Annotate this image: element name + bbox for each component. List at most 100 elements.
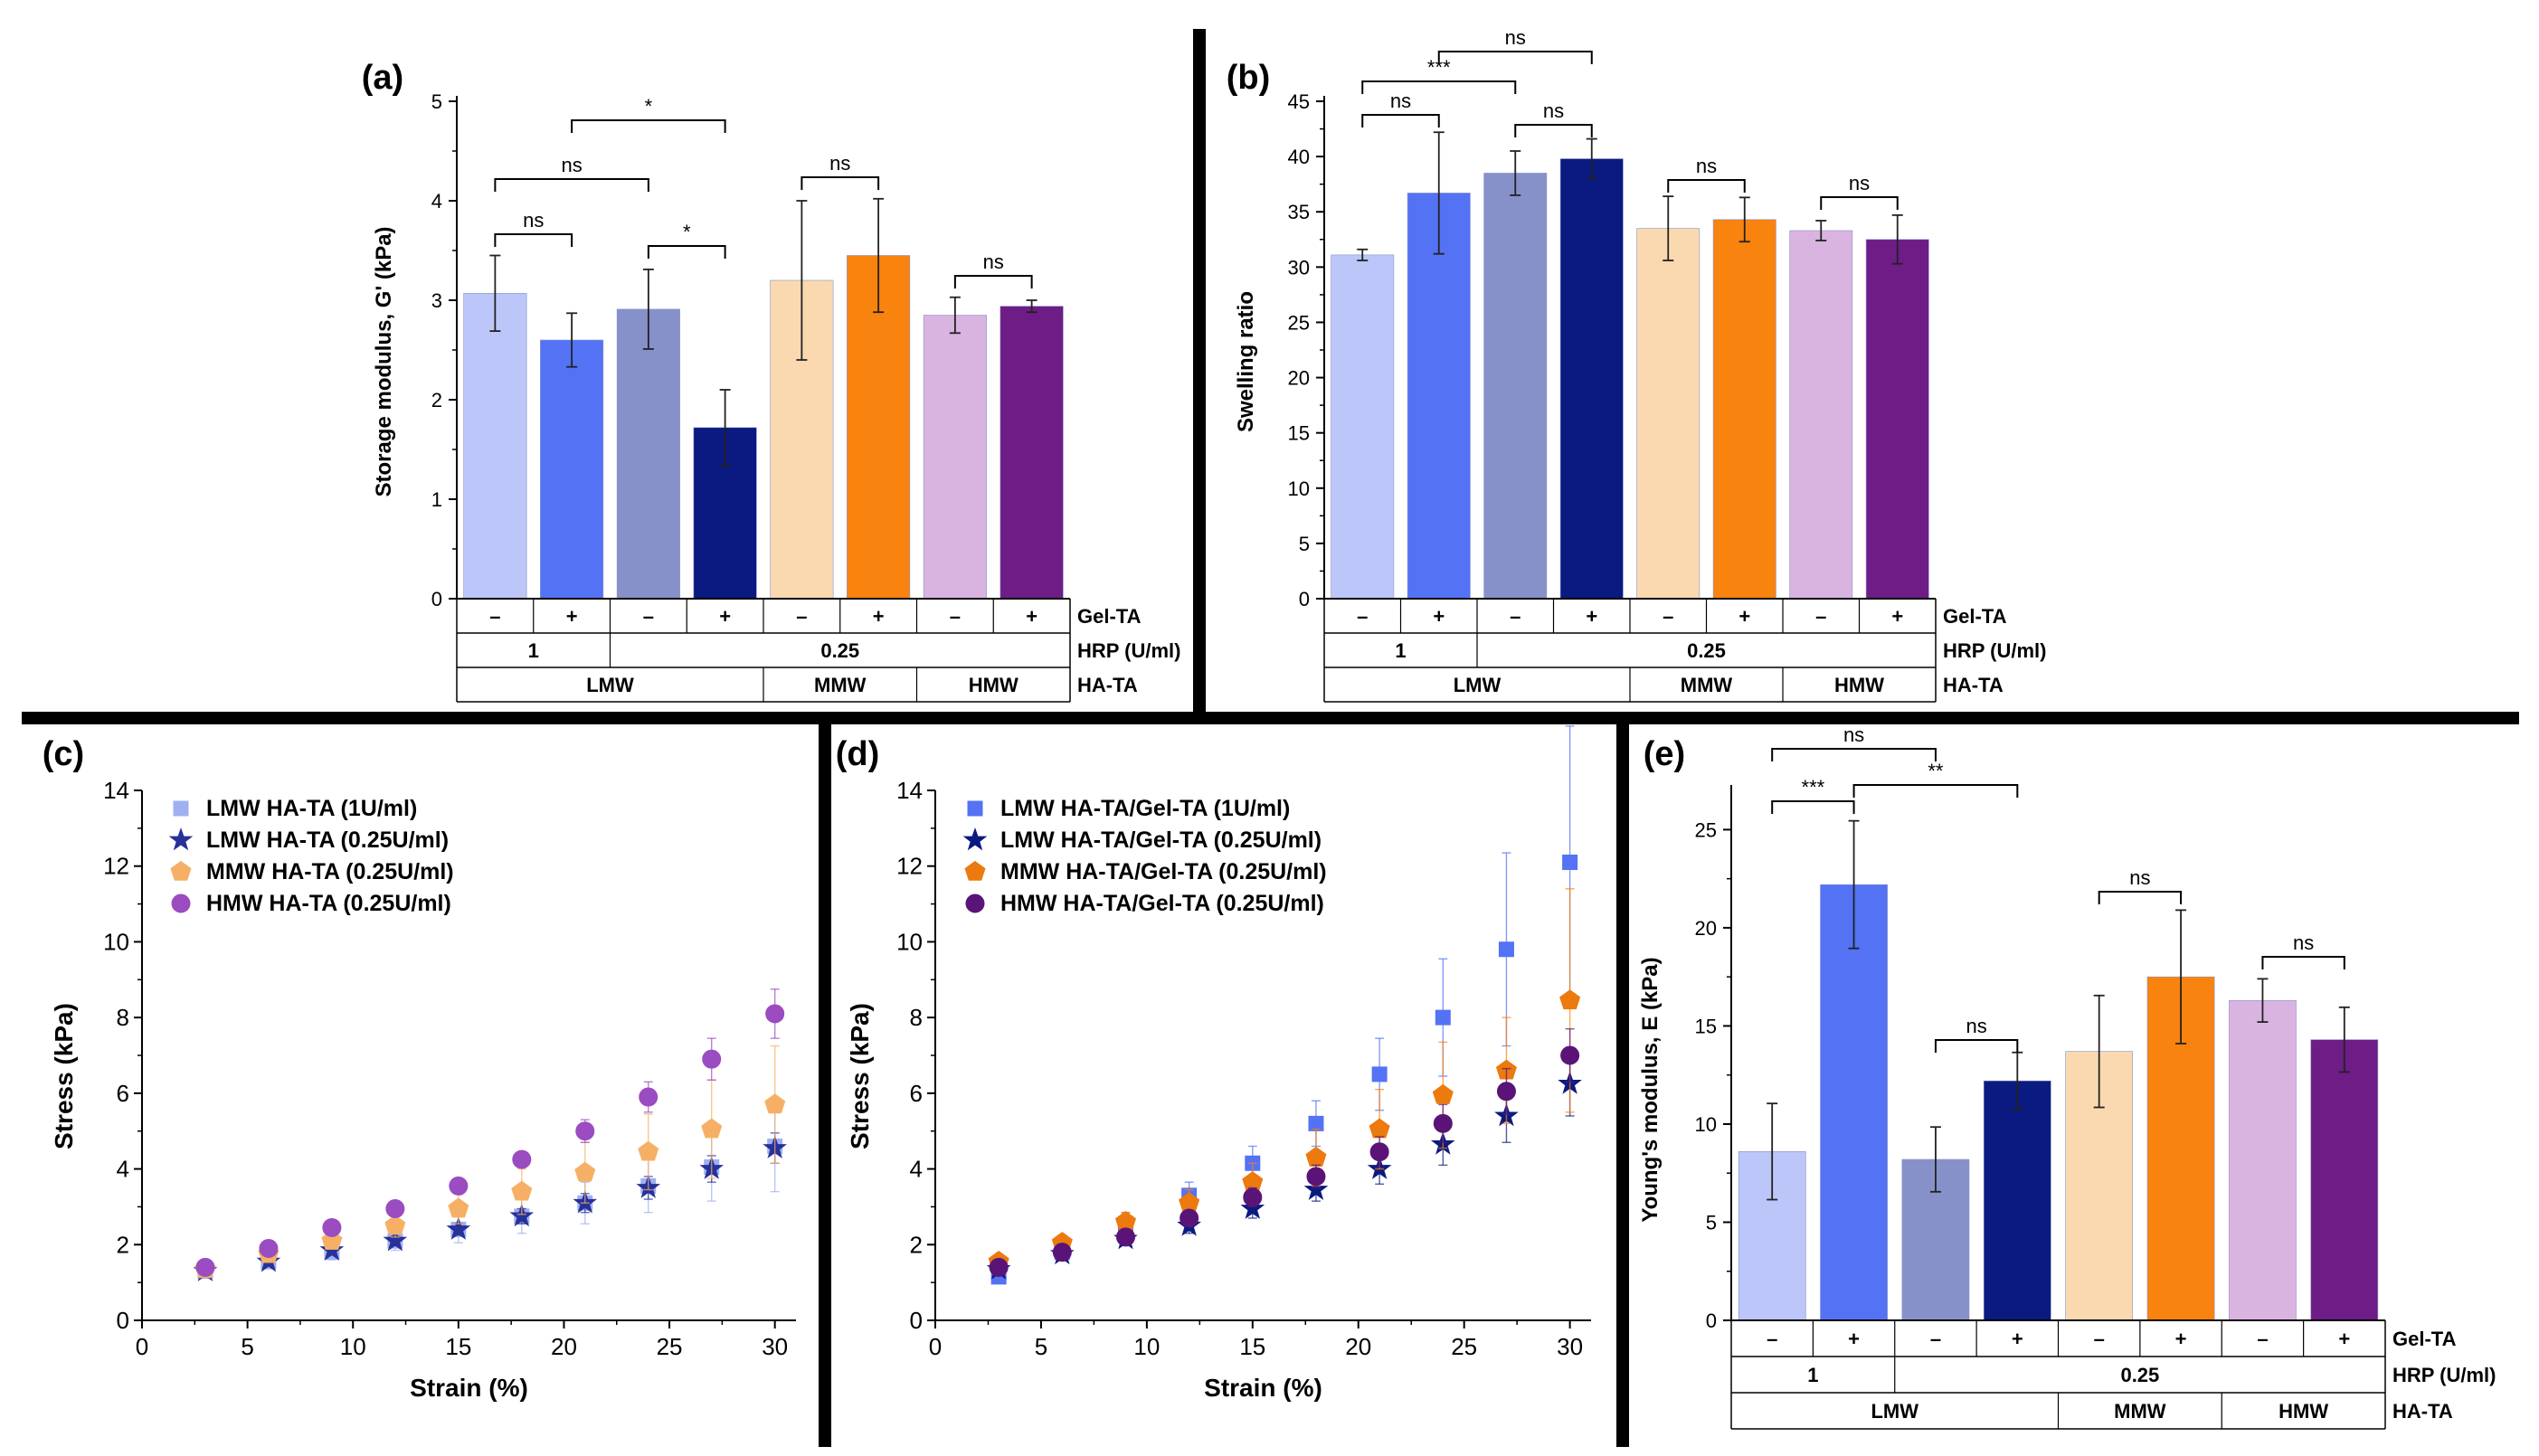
y-tick-label: 8 [910,1004,923,1031]
hata-group-label: LMW [586,674,634,696]
legend-marker [171,893,191,913]
significance-bracket [494,233,573,247]
gel-ta-sign: – [1663,605,1673,628]
data-point [1369,1118,1390,1139]
y-axis-label: Stress (kPa) [50,1003,78,1149]
significance-bracket [1771,800,1855,814]
legend-marker [173,800,189,817]
table-row-label: HA-TA [1077,674,1138,696]
y-tick-label: 10 [1695,1113,1717,1136]
legend-label: HMW HA-TA (0.25U/ml) [206,891,451,916]
significance-bracket [647,245,726,259]
data-point [989,1257,1009,1277]
bar [1820,884,1888,1321]
gel-ta-sign: + [719,605,731,628]
gel-ta-sign: – [2257,1328,2268,1350]
x-tick-label: 25 [657,1333,683,1360]
gel-ta-sign: + [1586,605,1597,628]
x-tick-label: 30 [762,1333,788,1360]
data-point [574,1161,596,1182]
data-point [1560,1045,1580,1065]
y-tick-label: 0 [117,1307,129,1334]
hata-group-label: LMW [1454,674,1502,696]
y-tick-label: 40 [1288,146,1310,168]
legend-label: LMW HA-TA (0.25U/ml) [206,827,449,853]
y-tick-label: 14 [896,777,923,804]
y-tick-label: 14 [103,777,129,804]
x-tick-label: 0 [136,1333,148,1360]
data-point [1371,1066,1388,1083]
gel-ta-sign: – [489,605,500,628]
significance-bracket [494,178,649,192]
hata-group-label: MMW [814,674,867,696]
significance-label: ns [1543,99,1564,122]
y-tick-label: 2 [910,1231,923,1258]
legend-label: LMW HA-TA/Gel-TA (1U/ml) [1000,796,1290,821]
data-point [575,1121,595,1141]
significance-bracket [953,275,1033,288]
significance-label: *** [1802,776,1825,799]
significance-label: ns [1843,723,1864,746]
y-tick-label: 0 [1299,588,1310,610]
y-tick-label: 5 [1299,533,1310,555]
data-point [639,1087,658,1107]
data-point [1240,1196,1265,1219]
significance-bracket [2098,891,2183,904]
data-point [383,1228,408,1252]
significance-bracket [1771,748,1937,761]
y-tick-label: 6 [117,1080,129,1107]
hata-group-label: HMW [969,674,1018,696]
y-tick-label: 12 [103,853,129,880]
data-point [384,1215,406,1235]
hata-group-label: HMW [2278,1400,2328,1423]
significance-bracket [1514,124,1593,137]
significance-bracket [1361,80,1517,94]
x-axis-label: Strain (%) [410,1374,528,1402]
hata-group-label: MMW [2114,1400,2166,1423]
hrp-group-label: 0.25 [820,639,859,662]
y-tick-label: 4 [117,1156,129,1183]
y-tick-label: 0 [1706,1309,1717,1332]
hrp-group-label: 1 [1807,1364,1818,1386]
hrp-group-label: 1 [1395,639,1406,662]
y-tick-label: 5 [1706,1211,1717,1234]
legend-label: LMW HA-TA (1U/ml) [206,796,417,821]
bar [2229,999,2297,1321]
significance-label: ns [983,251,1004,273]
data-point [195,1257,215,1277]
bar [1331,254,1395,600]
table-row-label: HA-TA [1943,674,2004,696]
y-tick-label: 10 [1288,477,1310,500]
data-point [702,1049,722,1069]
significance-label: * [683,221,691,243]
hata-group-label: MMW [1681,674,1733,696]
legend-marker [965,893,985,913]
bar [540,339,604,600]
significance-bracket [1667,179,1746,193]
significance-label: ns [829,152,850,175]
table-row-label: Gel-TA [1943,605,2007,628]
y-tick-label: 15 [1695,1015,1717,1037]
significance-bracket [1361,114,1440,128]
data-point [1243,1187,1263,1207]
table-row-label: HRP (U/ml) [1077,639,1181,662]
bar [1636,228,1701,600]
gel-ta-sign: – [1357,605,1368,628]
legend-marker [170,860,192,881]
gel-ta-sign: – [950,605,961,628]
y-tick-label: 30 [1288,256,1310,279]
y-tick-label: 2 [117,1231,129,1258]
gel-ta-sign: + [1026,605,1037,628]
data-point [1432,1083,1454,1104]
y-tick-label: 5 [431,90,442,113]
significance-bracket [801,176,880,190]
bar [1407,193,1471,600]
y-tick-label: 15 [1288,422,1310,445]
data-point [1559,989,1581,1010]
gel-ta-sign: + [1738,605,1750,628]
x-tick-label: 5 [1035,1333,1047,1360]
data-point [1433,1113,1453,1133]
gel-ta-sign: – [1815,605,1826,628]
bar [923,315,987,600]
